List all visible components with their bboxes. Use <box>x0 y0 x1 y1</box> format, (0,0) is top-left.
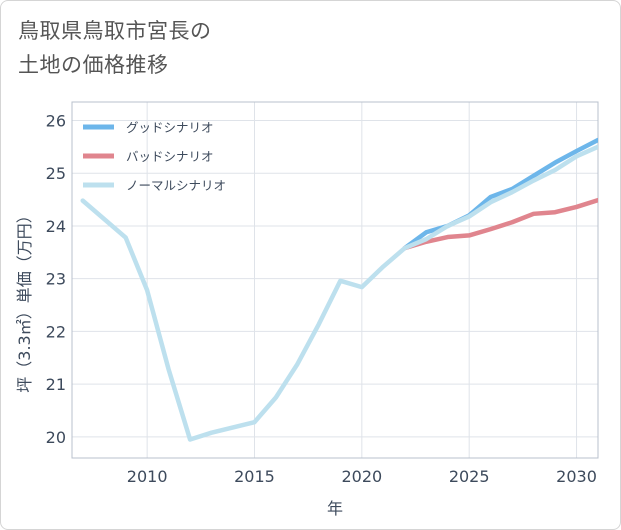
x-tick-label: 2020 <box>341 467 382 486</box>
chart-title-line1: 鳥取県鳥取市宮長の <box>18 19 212 43</box>
y-tick-label: 23 <box>46 270 66 289</box>
y-tick-label: 20 <box>46 428 66 447</box>
series-line-bad <box>402 197 598 251</box>
y-axis-label: 坪（3.3㎡）単価（万円） <box>15 207 34 392</box>
y-tick-label: 21 <box>46 375 66 394</box>
y-tick-label: 26 <box>46 111 66 130</box>
x-tick-label: 2030 <box>556 467 597 486</box>
y-tick-label: 22 <box>46 322 66 341</box>
chart-title: 鳥取県鳥取市宮長の 土地の価格推移 <box>18 14 378 82</box>
x-tick-label: 2015 <box>234 467 275 486</box>
chart-title-line2: 土地の価格推移 <box>18 53 169 77</box>
legend-label-normal: ノーマルシナリオ <box>126 178 226 193</box>
plot-area-border <box>71 101 599 459</box>
series-line-normal <box>80 144 598 442</box>
y-tick-label: 24 <box>46 217 66 236</box>
legend-label-bad: バッドシナリオ <box>126 149 214 164</box>
x-axis-label: 年 <box>327 499 343 518</box>
tick-labels: 2010 2015 2020 2025 2030 20 21 22 23 24 25 26 <box>46 111 597 486</box>
series-line-good <box>402 137 598 251</box>
series-lines <box>80 137 598 442</box>
x-tick-label: 2010 <box>127 467 168 486</box>
y-tick-label: 25 <box>46 164 66 183</box>
x-tick-label: 2025 <box>449 467 490 486</box>
legend-label-good: グッドシナリオ <box>126 120 214 135</box>
